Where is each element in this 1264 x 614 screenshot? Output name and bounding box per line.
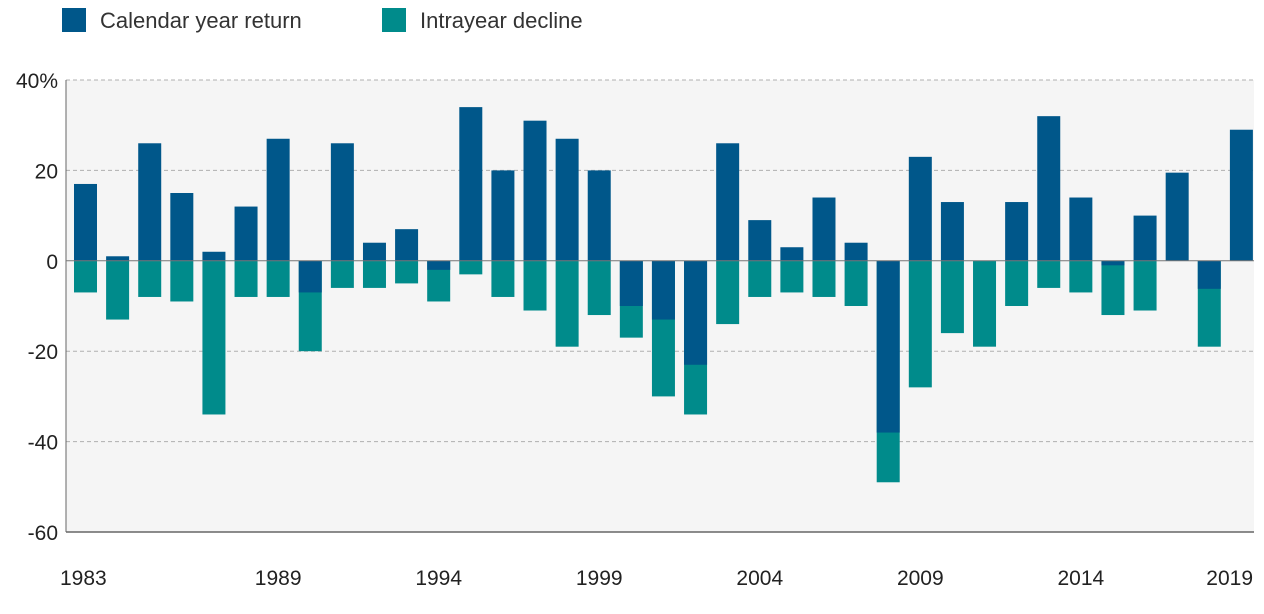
bars bbox=[74, 107, 1253, 483]
bar-calendar-year-return-2014 bbox=[1069, 197, 1093, 261]
x-tick-label: 1989 bbox=[255, 567, 302, 590]
bar-intrayear-decline-2006 bbox=[812, 260, 836, 297]
bar-calendar-year-return-1996 bbox=[491, 170, 515, 261]
bar-calendar-year-return-2002 bbox=[684, 260, 708, 365]
bar-intrayear-decline-1991 bbox=[330, 260, 354, 288]
bar-calendar-year-return-2019 bbox=[1229, 129, 1253, 261]
bar-calendar-year-return-1992 bbox=[362, 242, 386, 261]
bar-intrayear-decline-1989 bbox=[266, 260, 290, 297]
x-tick-label: 2019 bbox=[1206, 567, 1253, 590]
bar-calendar-year-return-1989 bbox=[266, 138, 290, 261]
y-tick-label: -60 bbox=[28, 522, 58, 545]
bar-calendar-year-return-1985 bbox=[138, 143, 162, 261]
legend-label-intrayear-decline: Intrayear decline bbox=[420, 8, 583, 33]
bar-calendar-year-return-1994 bbox=[427, 260, 451, 270]
y-tick-label: 40% bbox=[16, 70, 58, 93]
y-tick-label: 20 bbox=[35, 160, 58, 183]
bar-intrayear-decline-2003 bbox=[716, 260, 740, 325]
legend-swatch-intrayear-decline bbox=[382, 8, 406, 32]
bar-intrayear-decline-1986 bbox=[170, 260, 194, 302]
bar-intrayear-decline-1992 bbox=[362, 260, 386, 288]
bar-calendar-year-return-2001 bbox=[651, 260, 675, 320]
bar-calendar-year-return-1986 bbox=[170, 193, 194, 261]
axes bbox=[65, 80, 1254, 533]
bar-intrayear-decline-1993 bbox=[395, 260, 419, 284]
x-tick-label: 1999 bbox=[576, 567, 623, 590]
x-tick-label: 2004 bbox=[736, 567, 783, 590]
bar-intrayear-decline-2010 bbox=[940, 260, 964, 334]
bar-intrayear-decline-2013 bbox=[1037, 260, 1061, 288]
bar-calendar-year-return-1984 bbox=[106, 256, 130, 261]
bar-calendar-year-return-1998 bbox=[555, 138, 579, 261]
bar-calendar-year-return-2004 bbox=[748, 220, 772, 261]
bar-calendar-year-return-2000 bbox=[619, 260, 643, 306]
y-axis-tick-labels: 40% 20 0 -20 -40 -60 bbox=[16, 70, 58, 545]
bar-intrayear-decline-2009 bbox=[908, 260, 932, 388]
bar-calendar-year-return-1993 bbox=[395, 229, 419, 261]
bar-intrayear-decline-1994 bbox=[427, 260, 451, 302]
bar-intrayear-decline-2005 bbox=[780, 260, 804, 293]
bar-calendar-year-return-1997 bbox=[523, 120, 547, 261]
bar-intrayear-decline-1997 bbox=[523, 260, 547, 311]
x-tick-label: 2009 bbox=[897, 567, 944, 590]
bar-calendar-year-return-2003 bbox=[716, 143, 740, 261]
bar-calendar-year-return-2018 bbox=[1197, 260, 1221, 289]
bar-intrayear-decline-1995 bbox=[459, 260, 483, 275]
legend-swatch-calendar-year-return bbox=[62, 8, 86, 32]
bar-intrayear-decline-2014 bbox=[1069, 260, 1093, 293]
bar-intrayear-decline-2007 bbox=[844, 260, 868, 306]
bar-intrayear-decline-1984 bbox=[106, 260, 130, 320]
bar-calendar-year-return-2008 bbox=[876, 260, 900, 433]
bar-intrayear-decline-2015 bbox=[1101, 260, 1125, 316]
legend: Calendar year return Intrayear decline bbox=[62, 8, 583, 33]
y-tick-label: -20 bbox=[28, 341, 58, 364]
bar-calendar-year-return-1988 bbox=[234, 206, 258, 261]
y-tick-label: -40 bbox=[28, 432, 58, 455]
bar-intrayear-decline-2011 bbox=[973, 260, 997, 347]
legend-label-calendar-year-return: Calendar year return bbox=[100, 8, 302, 33]
bar-intrayear-decline-2012 bbox=[1005, 260, 1029, 306]
bar-calendar-year-return-2005 bbox=[780, 247, 804, 261]
bar-calendar-year-return-2006 bbox=[812, 197, 836, 261]
bar-intrayear-decline-1985 bbox=[138, 260, 162, 297]
bar-intrayear-decline-1999 bbox=[587, 260, 611, 316]
bar-intrayear-decline-1987 bbox=[202, 260, 226, 415]
bar-calendar-year-return-1991 bbox=[330, 143, 354, 261]
bar-calendar-year-return-2016 bbox=[1133, 215, 1157, 261]
bar-intrayear-decline-2016 bbox=[1133, 260, 1157, 311]
bar-calendar-year-return-2017 bbox=[1165, 172, 1189, 261]
bar-intrayear-decline-1996 bbox=[491, 260, 515, 297]
bar-calendar-year-return-2015 bbox=[1101, 260, 1125, 266]
bar-calendar-year-return-2013 bbox=[1037, 116, 1061, 261]
bar-calendar-year-return-1990 bbox=[298, 260, 322, 293]
bar-calendar-year-return-2007 bbox=[844, 242, 868, 261]
bar-calendar-year-return-1999 bbox=[587, 170, 611, 261]
bar-intrayear-decline-1983 bbox=[74, 260, 97, 293]
x-tick-label: 1983 bbox=[60, 567, 107, 590]
bar-calendar-year-return-1987 bbox=[202, 251, 226, 261]
bar-calendar-year-return-2009 bbox=[908, 156, 932, 261]
bar-intrayear-decline-2004 bbox=[748, 260, 772, 297]
bar-calendar-year-return-1983 bbox=[74, 183, 97, 261]
bar-intrayear-decline-1998 bbox=[555, 260, 579, 347]
x-tick-label: 2014 bbox=[1057, 567, 1104, 590]
y-tick-label: 0 bbox=[46, 251, 58, 274]
bar-calendar-year-return-2012 bbox=[1005, 202, 1029, 261]
bar-calendar-year-return-1995 bbox=[459, 107, 483, 261]
bar-intrayear-decline-1988 bbox=[234, 260, 258, 297]
x-tick-label: 1994 bbox=[415, 567, 462, 590]
x-axis-tick-labels: 1983 1989 1994 1999 2004 2009 2014 2019 bbox=[60, 567, 1253, 590]
bar-calendar-year-return-2010 bbox=[940, 202, 964, 261]
